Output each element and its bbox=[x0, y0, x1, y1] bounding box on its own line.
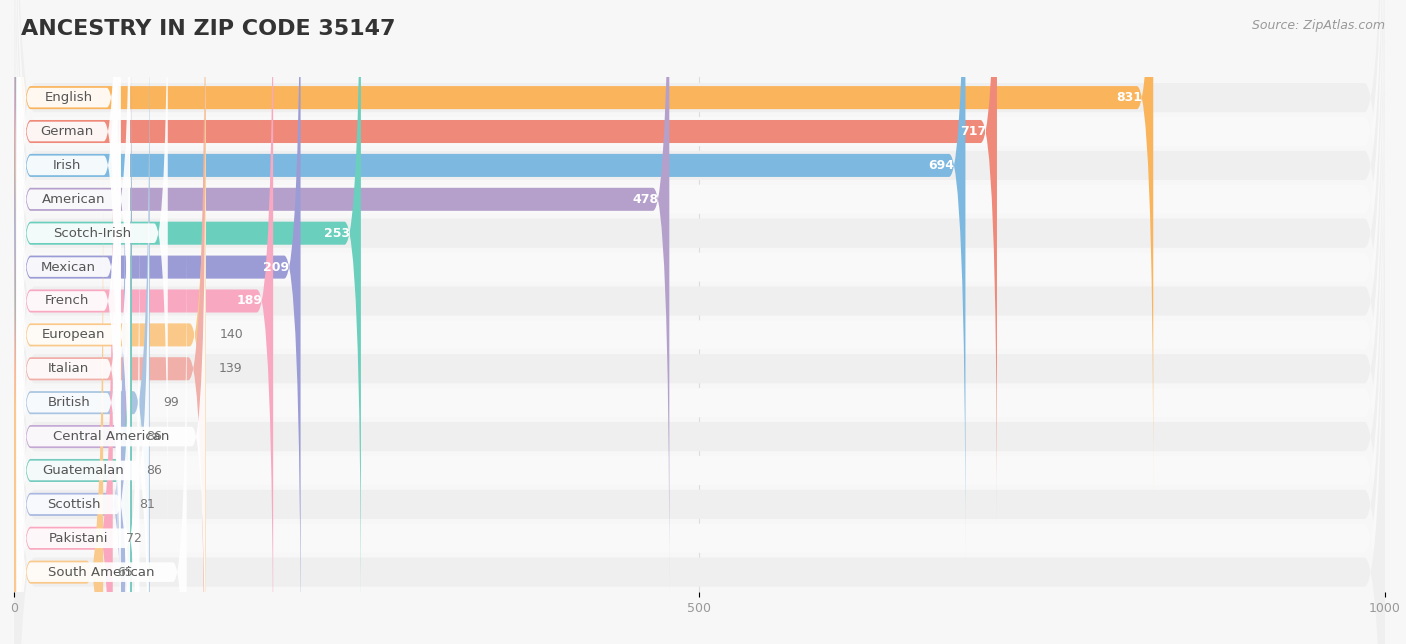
Text: 694: 694 bbox=[928, 159, 955, 172]
Text: 65: 65 bbox=[117, 565, 132, 579]
FancyBboxPatch shape bbox=[14, 0, 669, 594]
FancyBboxPatch shape bbox=[17, 0, 118, 630]
Text: Source: ZipAtlas.com: Source: ZipAtlas.com bbox=[1251, 19, 1385, 32]
FancyBboxPatch shape bbox=[14, 0, 1385, 644]
FancyBboxPatch shape bbox=[14, 109, 125, 644]
FancyBboxPatch shape bbox=[17, 141, 149, 644]
FancyBboxPatch shape bbox=[14, 0, 1385, 644]
Text: 81: 81 bbox=[139, 498, 155, 511]
Text: British: British bbox=[48, 396, 90, 409]
FancyBboxPatch shape bbox=[14, 0, 1385, 591]
Text: Scotch-Irish: Scotch-Irish bbox=[53, 227, 131, 240]
FancyBboxPatch shape bbox=[17, 6, 129, 644]
FancyBboxPatch shape bbox=[17, 0, 167, 562]
FancyBboxPatch shape bbox=[14, 44, 1385, 644]
FancyBboxPatch shape bbox=[14, 41, 132, 644]
FancyBboxPatch shape bbox=[17, 0, 118, 495]
FancyBboxPatch shape bbox=[17, 243, 187, 644]
FancyBboxPatch shape bbox=[14, 0, 966, 561]
Text: Guatemalan: Guatemalan bbox=[42, 464, 124, 477]
FancyBboxPatch shape bbox=[17, 209, 139, 644]
Text: 478: 478 bbox=[633, 193, 658, 206]
FancyBboxPatch shape bbox=[14, 0, 205, 644]
FancyBboxPatch shape bbox=[14, 0, 1385, 644]
FancyBboxPatch shape bbox=[17, 73, 121, 644]
Text: South American: South American bbox=[48, 565, 155, 579]
Text: 86: 86 bbox=[146, 464, 162, 477]
Text: Irish: Irish bbox=[53, 159, 82, 172]
Text: 72: 72 bbox=[127, 532, 142, 545]
FancyBboxPatch shape bbox=[14, 177, 103, 644]
Text: 99: 99 bbox=[163, 396, 179, 409]
FancyBboxPatch shape bbox=[14, 0, 1385, 644]
FancyBboxPatch shape bbox=[14, 0, 273, 644]
FancyBboxPatch shape bbox=[14, 0, 997, 527]
FancyBboxPatch shape bbox=[14, 0, 1385, 644]
FancyBboxPatch shape bbox=[14, 0, 1385, 644]
FancyBboxPatch shape bbox=[14, 143, 112, 644]
FancyBboxPatch shape bbox=[17, 0, 129, 529]
Text: 140: 140 bbox=[219, 328, 243, 341]
Text: Mexican: Mexican bbox=[41, 261, 96, 274]
FancyBboxPatch shape bbox=[17, 0, 121, 427]
FancyBboxPatch shape bbox=[17, 175, 129, 644]
FancyBboxPatch shape bbox=[14, 0, 301, 644]
Text: ANCESTRY IN ZIP CODE 35147: ANCESTRY IN ZIP CODE 35147 bbox=[21, 19, 395, 39]
FancyBboxPatch shape bbox=[17, 108, 205, 644]
Text: American: American bbox=[42, 193, 105, 206]
FancyBboxPatch shape bbox=[17, 40, 121, 644]
FancyBboxPatch shape bbox=[14, 0, 361, 629]
FancyBboxPatch shape bbox=[17, 0, 121, 596]
Text: 209: 209 bbox=[263, 261, 290, 274]
Text: 139: 139 bbox=[218, 363, 242, 375]
Text: 189: 189 bbox=[236, 294, 262, 307]
Text: 253: 253 bbox=[323, 227, 350, 240]
FancyBboxPatch shape bbox=[14, 0, 1385, 644]
Text: Pakistani: Pakistani bbox=[48, 532, 108, 545]
FancyBboxPatch shape bbox=[14, 75, 132, 644]
FancyBboxPatch shape bbox=[17, 0, 118, 460]
Text: 831: 831 bbox=[1116, 91, 1142, 104]
FancyBboxPatch shape bbox=[14, 0, 1385, 644]
FancyBboxPatch shape bbox=[14, 0, 1153, 493]
FancyBboxPatch shape bbox=[14, 8, 150, 644]
FancyBboxPatch shape bbox=[14, 79, 1385, 644]
Text: Scottish: Scottish bbox=[46, 498, 100, 511]
Text: English: English bbox=[45, 91, 93, 104]
FancyBboxPatch shape bbox=[14, 0, 207, 644]
FancyBboxPatch shape bbox=[14, 10, 1385, 644]
FancyBboxPatch shape bbox=[14, 0, 1385, 625]
Text: 86: 86 bbox=[146, 430, 162, 443]
Text: French: French bbox=[45, 294, 90, 307]
FancyBboxPatch shape bbox=[14, 0, 1385, 644]
Text: German: German bbox=[41, 125, 94, 138]
Text: Central American: Central American bbox=[53, 430, 169, 443]
Text: Italian: Italian bbox=[48, 363, 90, 375]
Text: European: European bbox=[42, 328, 105, 341]
Text: 717: 717 bbox=[960, 125, 986, 138]
FancyBboxPatch shape bbox=[14, 0, 1385, 644]
